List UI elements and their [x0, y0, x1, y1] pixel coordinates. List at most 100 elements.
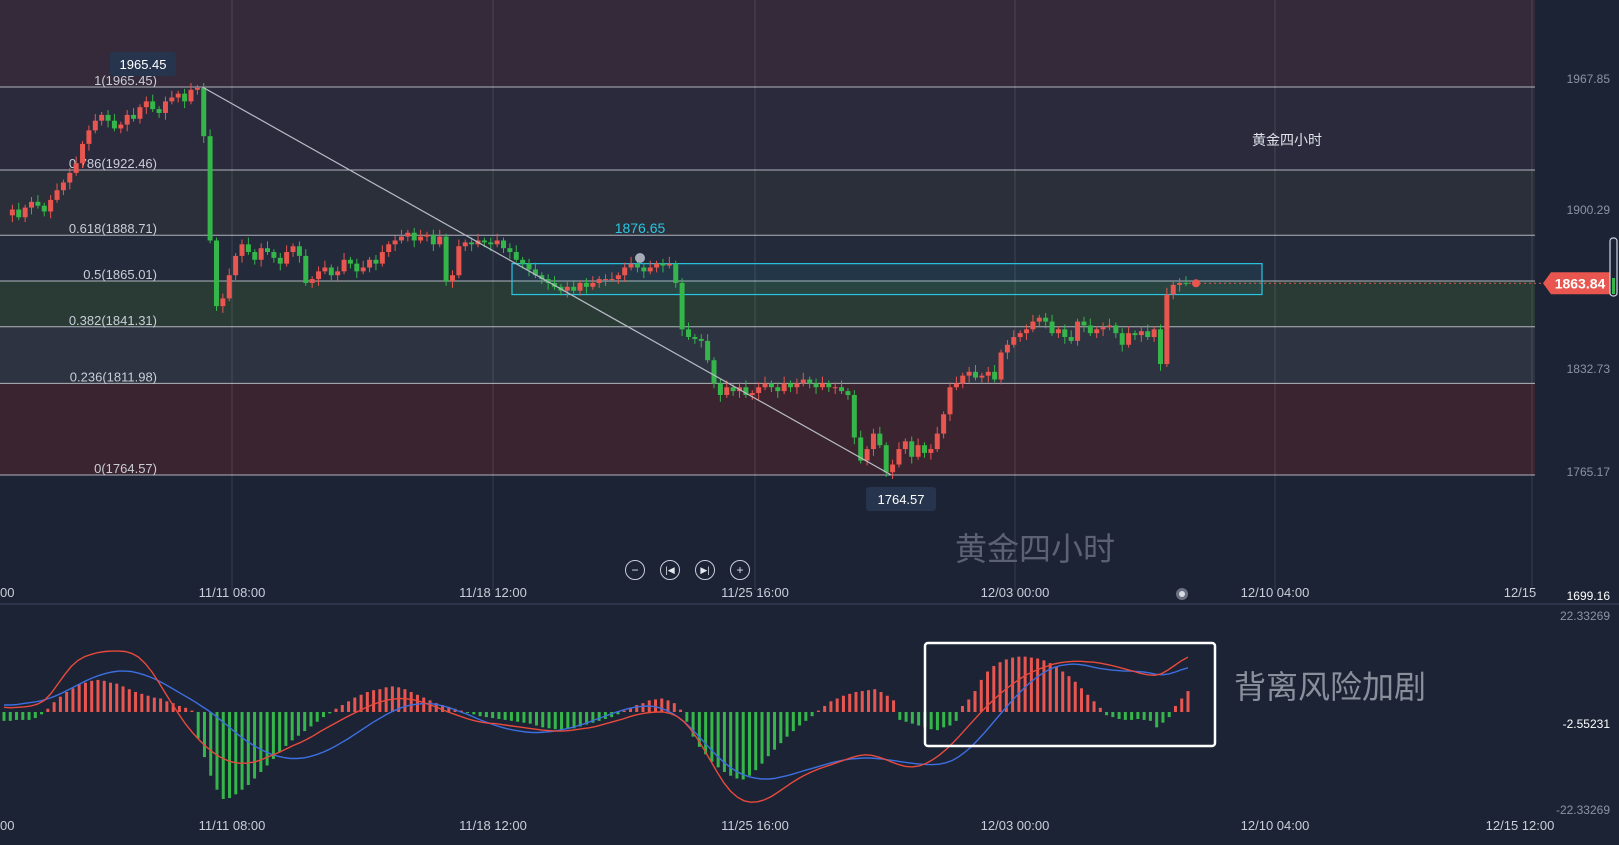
- histogram-bar: [428, 700, 432, 712]
- candle-body: [813, 383, 819, 388]
- candle-body: [762, 383, 768, 388]
- histogram-bar: [240, 712, 244, 790]
- candle-body: [1075, 321, 1081, 341]
- histogram-bar: [1111, 712, 1115, 718]
- histogram-bar: [867, 690, 871, 712]
- price-pulse: [1192, 279, 1200, 288]
- histogram-bar: [52, 702, 56, 712]
- candle-body: [902, 441, 908, 450]
- candle-body: [290, 246, 296, 253]
- histogram-bar: [998, 662, 1002, 712]
- candle-body: [539, 275, 545, 280]
- histogram-bar: [40, 712, 44, 715]
- candle-body: [775, 387, 781, 392]
- histogram-bar: [159, 698, 163, 712]
- candle-body: [233, 255, 239, 276]
- macd-y-tick-label: -2.55231: [1563, 717, 1611, 731]
- histogram-bar: [1105, 712, 1109, 716]
- histogram-bar: [704, 712, 708, 755]
- candle-body: [979, 375, 985, 378]
- histogram-bar: [697, 712, 701, 747]
- histogram-bar: [1173, 705, 1177, 712]
- zoom-out-button[interactable]: −: [625, 560, 645, 580]
- histogram-bar: [1080, 688, 1084, 712]
- candle-body: [571, 286, 577, 291]
- candle-body: [411, 232, 417, 241]
- candle-body: [794, 383, 800, 388]
- histogram-bar: [8, 712, 12, 721]
- histogram-bar: [992, 665, 996, 712]
- candle-body: [1055, 329, 1061, 334]
- histogram-bar: [415, 694, 419, 712]
- zoom-in-button[interactable]: +: [730, 560, 750, 580]
- candle-body: [347, 259, 353, 264]
- y-tick-label: 1765.17: [1567, 465, 1611, 479]
- candle-body: [1036, 317, 1042, 322]
- histogram-bar: [810, 712, 814, 717]
- histogram-bar: [672, 703, 676, 712]
- histogram-bar: [960, 705, 964, 712]
- candle-body: [456, 246, 462, 276]
- scroll-start-button[interactable]: |◀: [660, 560, 680, 580]
- candle-body: [360, 267, 366, 272]
- candle-body: [756, 387, 762, 394]
- histogram-bar: [2, 712, 6, 721]
- histogram-bar: [572, 712, 576, 729]
- histogram-bar: [892, 700, 896, 712]
- divergence-box: [923, 641, 1217, 748]
- candle-body: [296, 246, 302, 256]
- histogram-bar: [83, 682, 87, 712]
- candle-body: [284, 252, 290, 264]
- candle-body: [839, 387, 845, 392]
- candle-body: [9, 209, 15, 216]
- candle-body: [398, 236, 404, 241]
- y-tick-label: 1699.16: [1567, 589, 1611, 603]
- histogram-bar: [271, 712, 275, 759]
- histogram-bar: [108, 682, 112, 712]
- candle-body: [341, 259, 347, 272]
- histogram-bar: [134, 691, 138, 712]
- histogram-bar: [347, 701, 351, 712]
- histogram-bar: [1155, 712, 1159, 728]
- candle-body: [596, 279, 602, 283]
- x-tick-label: 00: [0, 585, 14, 600]
- fib-label: 0.618(1888.71): [69, 221, 157, 236]
- candle-body: [807, 379, 813, 384]
- histogram-bar: [190, 710, 194, 712]
- histogram-bar: [202, 712, 206, 758]
- candle-body: [373, 259, 379, 264]
- candle-body: [1119, 333, 1125, 345]
- histogram-bar: [65, 691, 69, 712]
- chart-title: 黄金四小时: [1252, 132, 1322, 148]
- candle-body: [743, 387, 749, 395]
- candle-body: [615, 275, 621, 280]
- candle-body: [430, 234, 436, 245]
- candle-body: [679, 282, 685, 330]
- candle-body: [864, 449, 870, 461]
- candle-body: [35, 201, 41, 206]
- candle-body: [513, 252, 519, 260]
- histogram-bar: [71, 688, 75, 712]
- macd-x-tick-label: 12/03 00:00: [981, 818, 1050, 833]
- y-tick-label: 1832.73: [1567, 362, 1611, 376]
- histogram-bar: [729, 712, 733, 776]
- candle-body: [1062, 329, 1068, 338]
- watermark-text: 黄金四小时: [955, 531, 1115, 567]
- histogram-bar: [628, 707, 632, 712]
- candle-body: [1113, 325, 1119, 334]
- histogram-bar: [177, 705, 181, 712]
- histogram-bar: [284, 712, 288, 746]
- candle-body: [985, 371, 991, 376]
- histogram-bar: [290, 712, 294, 741]
- candle-body: [169, 97, 175, 102]
- histogram-bar: [1048, 663, 1052, 712]
- scroll-thumb: [1609, 237, 1618, 297]
- histogram-bar: [1017, 656, 1021, 712]
- scroll-end-button[interactable]: ▶|: [695, 560, 715, 580]
- candle-body: [48, 199, 54, 212]
- candle-body: [143, 101, 149, 108]
- candle-body: [137, 107, 143, 119]
- plus-icon: +: [736, 563, 744, 577]
- candle-body: [921, 445, 927, 453]
